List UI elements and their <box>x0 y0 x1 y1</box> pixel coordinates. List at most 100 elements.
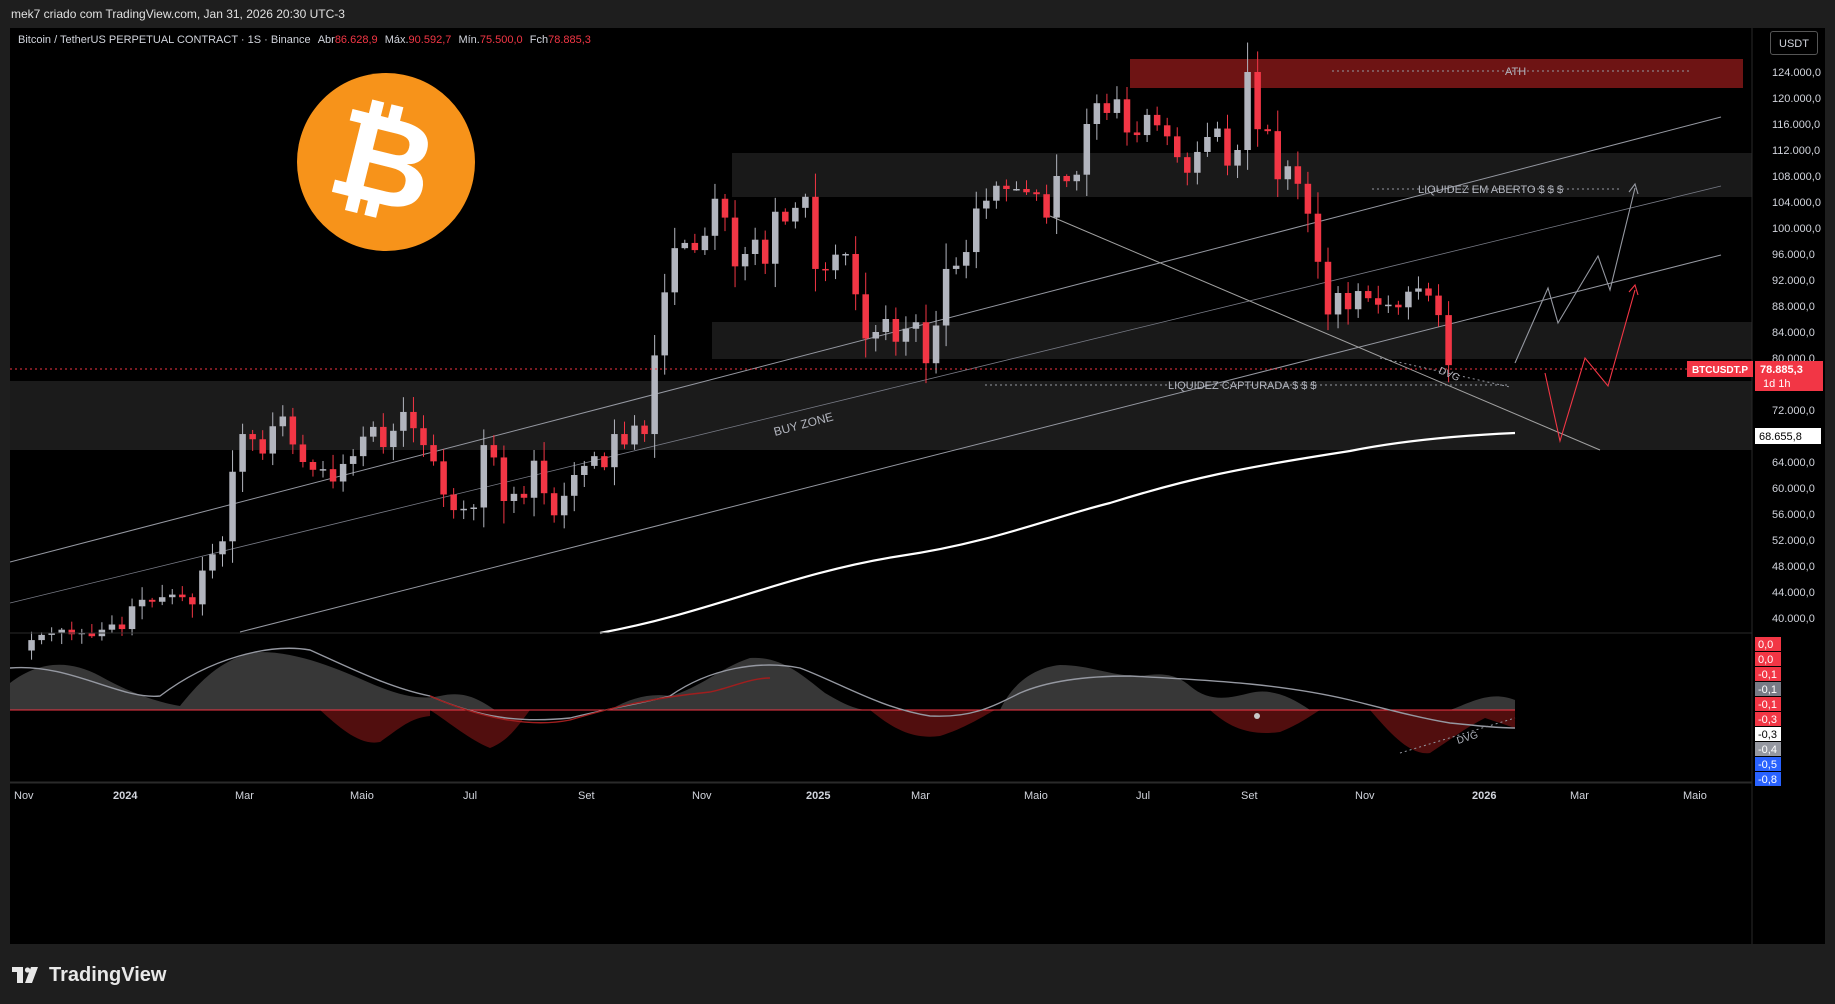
candle[interactable] <box>912 314 920 342</box>
candle[interactable] <box>1184 152 1191 186</box>
time-axis[interactable]: Nov 2024 Mar Maio Jul Set Nov 2025 Mar Maio Jul Set… <box>10 782 1752 802</box>
price-axis[interactable]: 124.000,0 120.000,0 116.000,0 112.000,0 108.… <box>1687 28 1825 944</box>
candle[interactable] <box>962 239 970 279</box>
candle[interactable] <box>450 488 457 519</box>
candle[interactable] <box>973 191 980 269</box>
candle[interactable] <box>1234 144 1241 179</box>
candle[interactable] <box>1254 51 1261 147</box>
candle[interactable] <box>711 183 719 250</box>
candle[interactable] <box>571 462 578 512</box>
candle[interactable] <box>540 442 548 505</box>
candle[interactable] <box>761 230 769 274</box>
candle[interactable] <box>932 310 940 374</box>
candle[interactable] <box>1043 184 1050 224</box>
candle[interactable] <box>460 500 467 520</box>
candle[interactable] <box>651 334 658 458</box>
candle[interactable] <box>299 434 307 468</box>
candle[interactable] <box>480 429 488 528</box>
candle[interactable] <box>179 586 186 602</box>
candle[interactable] <box>138 587 146 620</box>
candle[interactable] <box>1364 285 1372 302</box>
candle[interactable] <box>370 421 377 442</box>
candle[interactable] <box>560 482 568 529</box>
candle[interactable] <box>581 460 588 487</box>
candle[interactable] <box>500 445 508 524</box>
candle[interactable] <box>58 627 65 645</box>
candle[interactable] <box>420 415 427 457</box>
candle[interactable] <box>952 257 960 275</box>
candle[interactable] <box>641 420 648 442</box>
candle[interactable] <box>1163 117 1171 146</box>
candle[interactable] <box>1083 108 1091 197</box>
candle[interactable] <box>128 598 136 636</box>
candle[interactable] <box>792 202 799 229</box>
candle[interactable] <box>942 243 950 347</box>
candle-series[interactable] <box>28 42 1452 660</box>
candle[interactable] <box>1264 124 1271 135</box>
candle[interactable] <box>701 227 709 255</box>
candle[interactable] <box>1334 286 1342 329</box>
candle[interactable] <box>671 227 679 305</box>
candle[interactable] <box>721 193 729 232</box>
chart-canvas[interactable]: ATH LIQUIDEZ EM ABERTO $ $ $ LIQUIDEZ CA… <box>10 28 1825 944</box>
candle[interactable] <box>1314 192 1322 279</box>
candle[interactable] <box>410 397 417 443</box>
candle[interactable] <box>219 536 226 567</box>
candle[interactable] <box>1344 282 1352 325</box>
candle[interactable] <box>1063 174 1070 188</box>
candle[interactable] <box>882 305 890 341</box>
candle[interactable] <box>591 451 598 469</box>
candle[interactable] <box>108 615 116 633</box>
candle[interactable] <box>289 407 297 455</box>
candle[interactable] <box>490 435 498 466</box>
candle[interactable] <box>259 430 266 460</box>
candle[interactable] <box>400 397 407 447</box>
candle[interactable] <box>802 193 809 218</box>
candle[interactable] <box>872 325 880 352</box>
candle[interactable] <box>1274 110 1282 198</box>
candle[interactable] <box>1224 114 1231 176</box>
candle[interactable] <box>601 452 608 471</box>
candle[interactable] <box>148 597 156 608</box>
candle[interactable] <box>189 593 196 618</box>
candle[interactable] <box>430 434 437 466</box>
candle[interactable] <box>349 449 357 476</box>
candle[interactable] <box>892 307 900 356</box>
candle[interactable] <box>239 423 246 493</box>
candle[interactable] <box>209 543 216 579</box>
candle[interactable] <box>520 486 528 505</box>
candle[interactable] <box>199 556 206 616</box>
candle[interactable] <box>902 316 910 356</box>
candle[interactable] <box>98 622 106 641</box>
candle[interactable] <box>1204 122 1211 157</box>
candle[interactable] <box>741 246 749 281</box>
currency-button[interactable]: USDT <box>1770 31 1818 55</box>
candle[interactable] <box>1013 181 1020 191</box>
candle[interactable] <box>329 454 337 489</box>
candle[interactable] <box>319 461 327 478</box>
candle[interactable] <box>88 624 96 638</box>
candle[interactable] <box>1003 179 1010 202</box>
candle[interactable] <box>1415 276 1422 300</box>
candle[interactable] <box>1153 106 1161 131</box>
candle[interactable] <box>1194 141 1201 185</box>
candle[interactable] <box>1375 285 1382 314</box>
candle[interactable] <box>279 405 287 437</box>
candle[interactable] <box>1174 127 1181 163</box>
candle[interactable] <box>380 413 387 454</box>
candle[interactable] <box>510 486 518 513</box>
candle[interactable] <box>1093 94 1101 140</box>
candle[interactable] <box>751 227 759 266</box>
candle[interactable] <box>782 208 789 225</box>
candle[interactable] <box>1113 86 1121 119</box>
chart-area[interactable]: ATH LIQUIDEZ EM ABERTO $ $ $ LIQUIDEZ CA… <box>10 28 1825 944</box>
candle[interactable] <box>550 487 558 523</box>
tradingview-brand[interactable]: TradingView <box>12 962 166 988</box>
candle[interactable] <box>359 426 367 467</box>
candle[interactable] <box>78 628 86 644</box>
candle[interactable] <box>1143 108 1151 142</box>
candle[interactable] <box>993 181 1000 209</box>
candle[interactable] <box>1284 160 1292 190</box>
candle[interactable] <box>229 450 236 563</box>
candle[interactable] <box>983 188 990 219</box>
